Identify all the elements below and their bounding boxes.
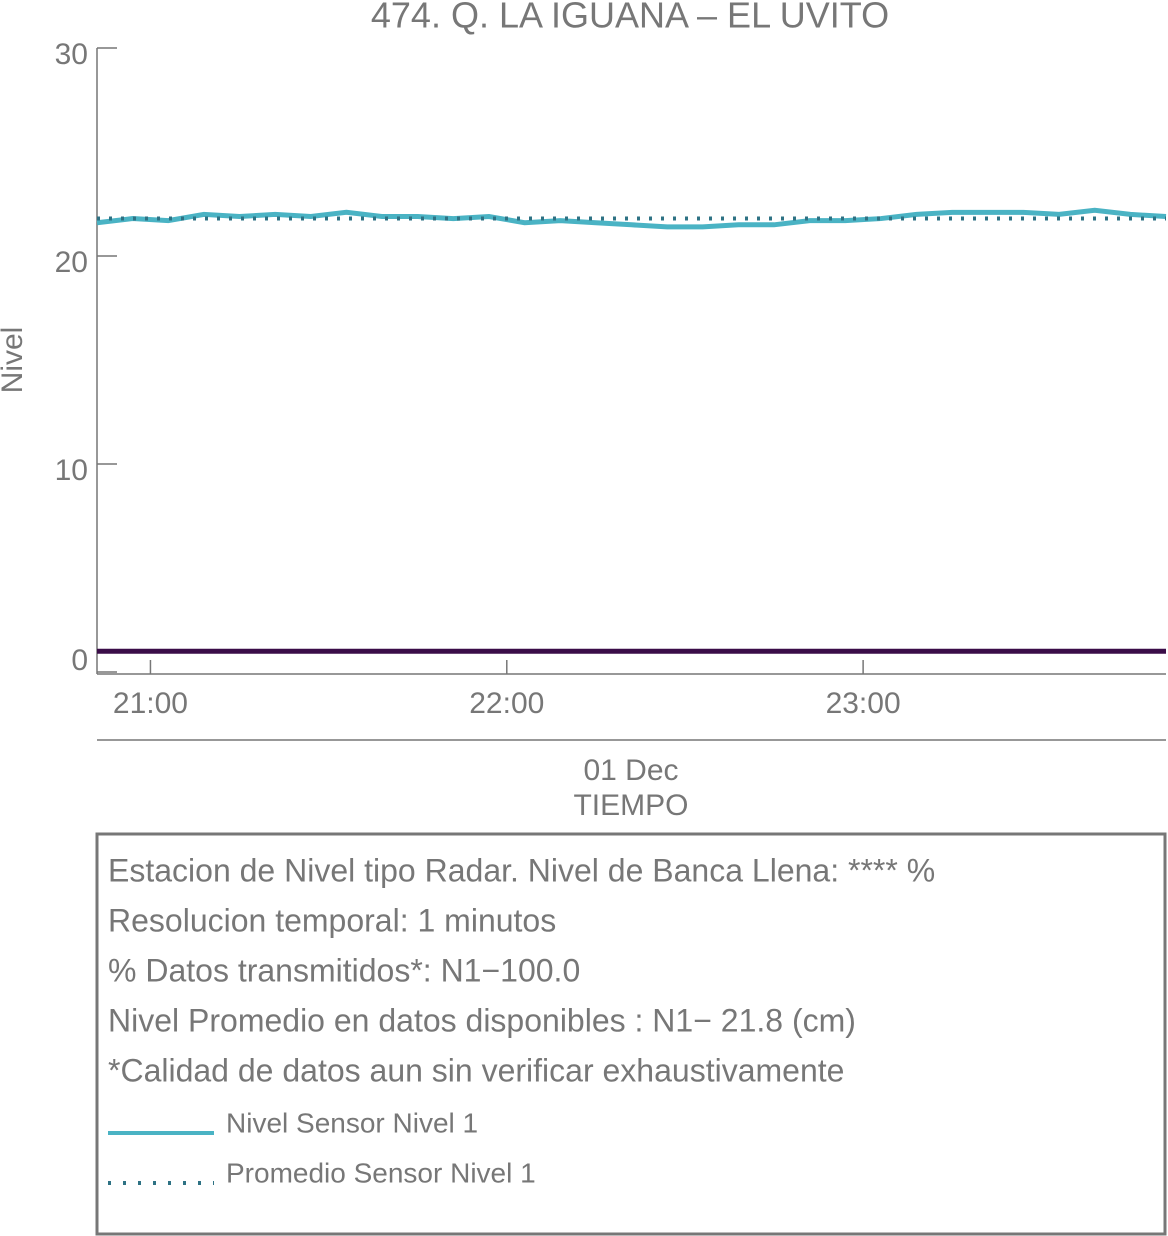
legend-label: Promedio Sensor Nivel 1 <box>226 1157 536 1188</box>
y-tick-label: 10 <box>55 454 88 487</box>
series-line <box>96 207 1167 230</box>
info-box <box>95 832 1167 1236</box>
x-tick-label: 23:00 <box>826 687 901 720</box>
x-axis-label: TIEMPO <box>573 789 688 822</box>
y-tick-label: 0 <box>71 644 88 677</box>
info-text: % Datos transmitidos*: N1−100.0 <box>108 952 580 988</box>
x-tick-label: 21:00 <box>113 687 188 720</box>
info-text: Nivel Promedio en datos disponibles : N1… <box>108 1002 856 1038</box>
date-label: 01 Dec <box>583 754 678 787</box>
y-tick-label: 30 <box>55 38 88 71</box>
y-tick-label: 20 <box>55 246 88 279</box>
info-text: Estacion de Nivel tipo Radar. Nivel de B… <box>108 852 935 888</box>
y-axis-label: Nivel <box>0 327 29 394</box>
legend-label: Nivel Sensor Nivel 1 <box>226 1107 478 1138</box>
x-tick-label: 22:00 <box>469 687 544 720</box>
info-text: *Calidad de datos aun sin verificar exha… <box>108 1052 844 1088</box>
info-text: Resolucion temporal: 1 minutos <box>108 902 556 938</box>
chart-title: 474. Q. LA IGUANA – EL UVITO <box>371 0 889 36</box>
